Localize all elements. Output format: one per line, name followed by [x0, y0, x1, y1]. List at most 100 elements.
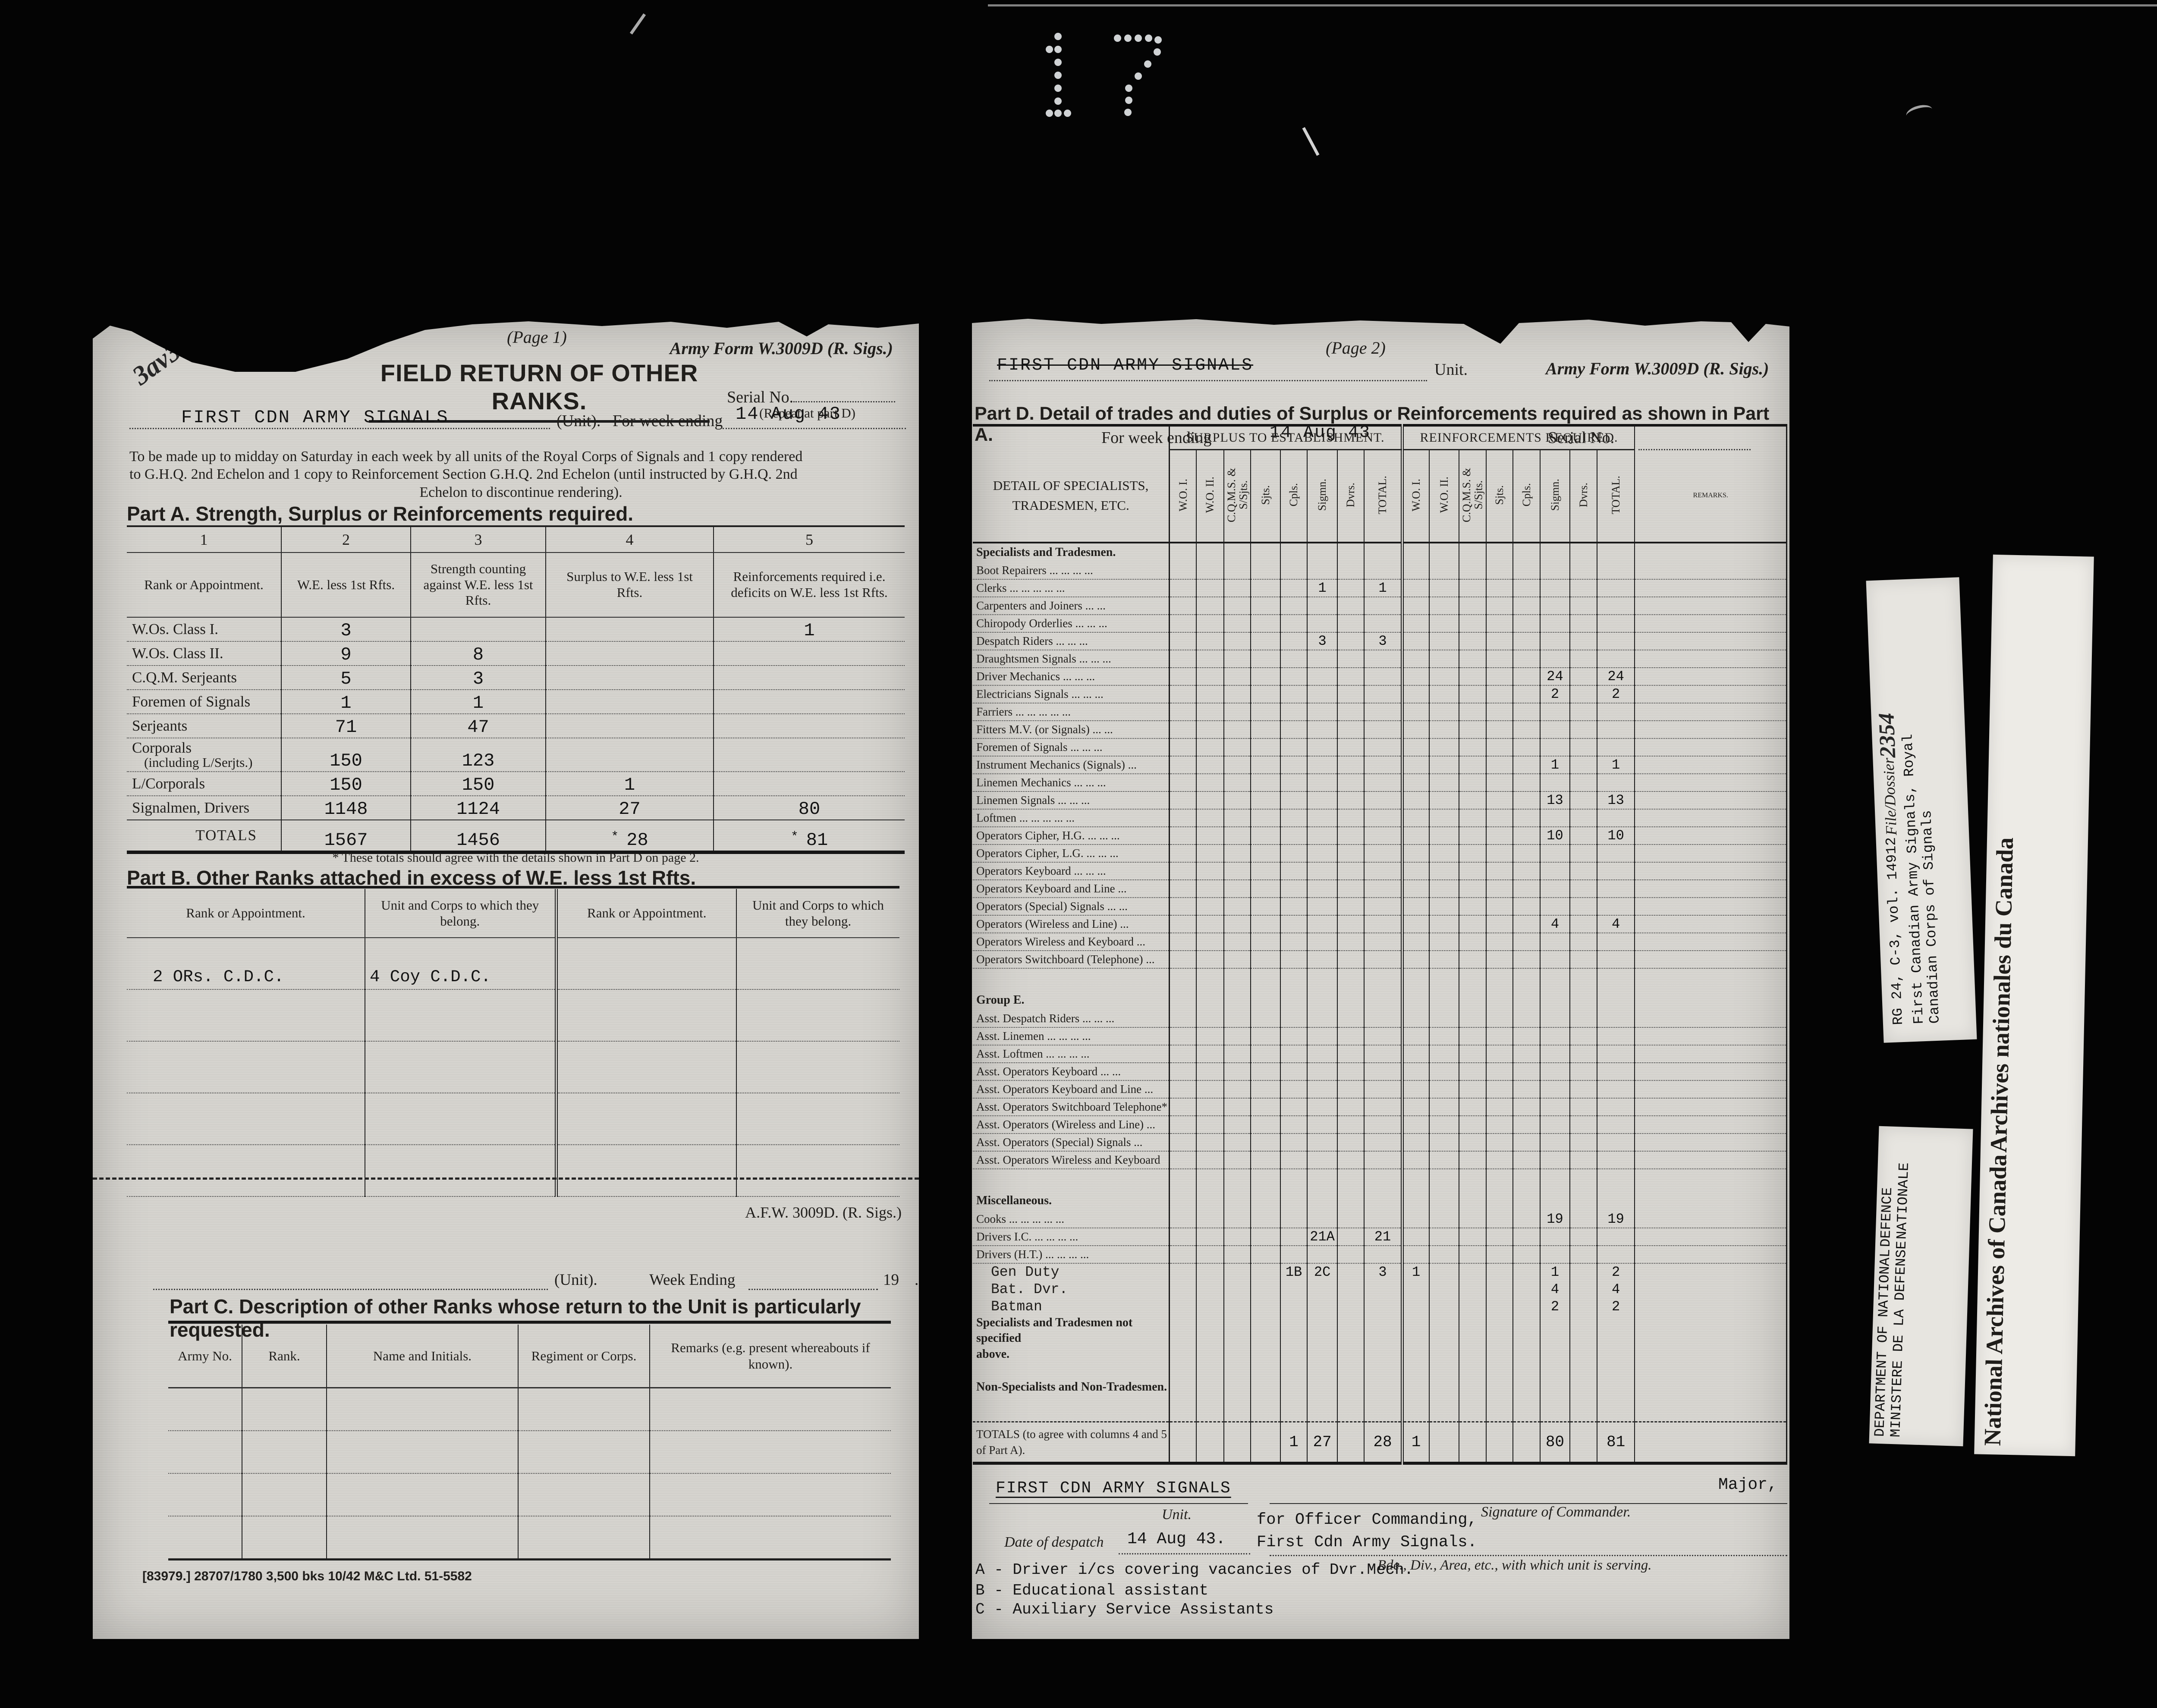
part-d-cell — [1169, 756, 1197, 774]
part-a-totals-row: TOTALS 1567 1456 * 28 * 81 — [127, 819, 905, 852]
archival-reference-stamp: RG 24, C-3, vol. 14912 File/Dossier2354 … — [1866, 577, 1977, 1043]
part-d-cell — [1512, 756, 1540, 774]
part-d-row: Operators Keyboard and Line ... — [973, 880, 1788, 898]
part-d-cell — [1280, 703, 1308, 721]
serving-line[interactable] — [1270, 1555, 1787, 1556]
part-d-cell — [1364, 1169, 1402, 1191]
serial-input-line[interactable] — [793, 383, 895, 402]
part-a-row: Foremen of Signals 1 1 — [127, 690, 905, 714]
part-d-cell — [1428, 1063, 1459, 1081]
part-d-cell — [1223, 1379, 1251, 1395]
part-d-cell — [1400, 1228, 1429, 1246]
part-d-row: Group E. — [973, 991, 1788, 1010]
part-d-cell — [1485, 1063, 1513, 1081]
part-d-cell — [1196, 1281, 1224, 1298]
part-d-cell — [1400, 880, 1429, 898]
part-d-cell — [1539, 1191, 1570, 1210]
part-d-cell — [1196, 703, 1224, 721]
scratch-mark — [1904, 102, 1934, 123]
part-d-cell — [1223, 933, 1251, 951]
part-d-cell — [1250, 562, 1280, 580]
part-d-cell — [1539, 862, 1570, 880]
part-d-cell — [1223, 1281, 1251, 1298]
part-d-cell — [1336, 1362, 1365, 1380]
signature-unit-line[interactable] — [989, 1503, 1248, 1504]
part-d-cell — [1307, 1246, 1337, 1264]
part-d-cell — [1250, 738, 1280, 757]
unit-line[interactable] — [129, 428, 550, 429]
part-d-cell — [1336, 1010, 1365, 1028]
part-d-cell — [1400, 1027, 1429, 1046]
part-d-cell — [1336, 615, 1365, 633]
part-d-row-label: Operators (Wireless and Line) ... — [973, 915, 1170, 933]
part-d-cell: 10 — [1596, 827, 1635, 845]
part-a-column-headers: Rank or Appointment. W.E. less 1st Rfts. … — [127, 553, 905, 618]
part-d-row: Draughtsmen Signals ... ... ... — [973, 650, 1788, 668]
part-b-title: Part B. Other Ranks attached in excess o… — [127, 867, 696, 889]
part-d-row: Asst. Despatch Riders ... ... ... — [973, 1010, 1788, 1028]
part-d-cell — [1364, 721, 1402, 739]
part-d-cell — [1539, 1362, 1570, 1380]
part-d-cell — [1250, 1133, 1280, 1152]
part-d-cell — [1428, 685, 1459, 703]
part-d-table: SURPLUS TO ESTABLISHMENT. REINFORCEMENTS… — [973, 424, 1788, 1465]
part-d-cell — [1250, 632, 1280, 650]
date-line[interactable] — [1119, 1553, 1250, 1554]
part-d-remarks-cell — [1634, 774, 1788, 792]
part-d-cell — [1485, 721, 1513, 739]
part-d-row-label: Asst. Despatch Riders ... ... ... — [973, 1010, 1170, 1028]
part-d-cell — [1169, 1191, 1197, 1210]
part-d-cell — [1169, 933, 1197, 951]
part-d-cell — [1223, 1246, 1251, 1264]
part-c-week-line[interactable] — [748, 1289, 878, 1290]
part-d-row-label: Batman — [991, 1298, 1042, 1315]
part-c-unit-line[interactable] — [153, 1289, 548, 1290]
part-d-cell — [1250, 809, 1280, 827]
part-d-row: Loftmen ... ... ... ... ... — [973, 809, 1788, 827]
form-reference: Army Form W.3009D (R. Sigs.) — [1546, 359, 1769, 378]
part-d-cell — [1569, 880, 1597, 898]
part-d-cell — [1196, 1080, 1224, 1099]
part-d-cell — [1459, 685, 1486, 703]
part-d-cell: 81 — [1596, 1421, 1635, 1463]
week-ending-line[interactable] — [723, 428, 906, 429]
part-d-remarks-cell — [1634, 1362, 1788, 1380]
part-d-cell — [1400, 562, 1429, 580]
part-d-cell — [1196, 721, 1224, 739]
page-label: (Page 1) — [507, 327, 567, 347]
part-d-cell — [1280, 1379, 1308, 1395]
part-d-cell — [1196, 615, 1224, 633]
part-d-cell — [1400, 1246, 1429, 1264]
part-d-row: Operators Switchboard (Telephone) ... — [973, 951, 1788, 969]
part-d-cell — [1459, 543, 1486, 562]
part-d-cell — [1596, 880, 1635, 898]
unit-line[interactable] — [989, 380, 1427, 381]
part-d-cell — [1596, 933, 1635, 951]
part-d-cell: 4 — [1596, 1281, 1635, 1298]
part-d-cell — [1223, 1191, 1251, 1210]
part-d-cell — [1400, 1080, 1429, 1099]
part-d-cell — [1196, 650, 1224, 668]
part-d-cell — [1485, 951, 1513, 969]
part-d-cell — [1596, 615, 1635, 633]
part-d-group-row: SURPLUS TO ESTABLISHMENT. REINFORCEMENTS… — [973, 425, 1788, 450]
part-d-cell — [1169, 774, 1197, 792]
part-d-cell — [1539, 597, 1570, 615]
part-c-week-label: Week Ending — [649, 1271, 736, 1289]
part-d-cell — [1539, 1151, 1570, 1169]
part-d-cell — [1364, 756, 1402, 774]
signature-line[interactable] — [1270, 1503, 1787, 1504]
part-d-cell — [1307, 791, 1337, 810]
part-d-cell — [1280, 1080, 1308, 1099]
part-d-cell — [1280, 1298, 1308, 1315]
part-d-cell — [1459, 827, 1486, 845]
part-d-cell — [1400, 597, 1429, 615]
part-d-cell — [1596, 579, 1635, 597]
part-d-cell — [1400, 1010, 1429, 1028]
part-d-cell — [1250, 862, 1280, 880]
part-d-cell — [1307, 650, 1337, 668]
part-d-cell — [1428, 1191, 1459, 1210]
part-d-cell — [1250, 774, 1280, 792]
part-d-cell — [1196, 1133, 1224, 1152]
part-d-cell — [1512, 579, 1540, 597]
